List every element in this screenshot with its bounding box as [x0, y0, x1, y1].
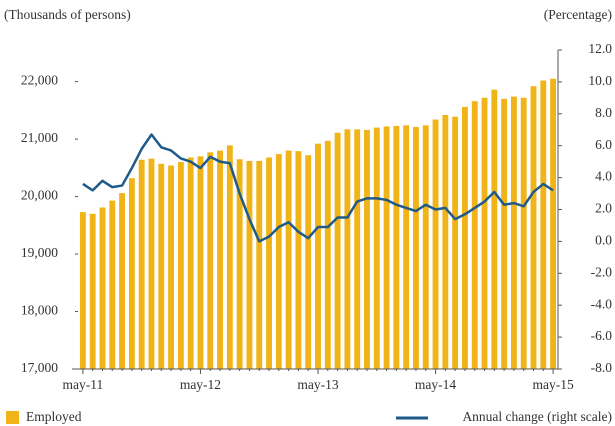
bar [246, 160, 253, 369]
bar [510, 96, 517, 369]
y-tick-label: 20,000 [21, 188, 58, 203]
bar [540, 80, 547, 369]
bar [373, 127, 380, 369]
y2-tick-label: 8.0 [595, 105, 612, 120]
bar [501, 98, 508, 369]
bar [315, 143, 321, 369]
bar [550, 78, 557, 369]
bar [275, 154, 282, 369]
bar [207, 152, 214, 369]
bar [99, 207, 106, 369]
legend-label: Annual change (right scale) [462, 409, 612, 424]
bar [119, 193, 126, 369]
bar [187, 157, 194, 369]
bar [236, 159, 243, 369]
bar [442, 114, 449, 369]
y-tick-label: 22,000 [21, 73, 58, 88]
x-tick-label: may-11 [63, 377, 104, 392]
bar [481, 97, 488, 370]
bar [354, 129, 361, 369]
y2-tick-label: 6.0 [595, 137, 612, 152]
bar [226, 145, 233, 369]
y2-tick-label: 2.0 [595, 201, 612, 216]
bar [530, 86, 537, 369]
bar [89, 213, 96, 369]
bar [217, 150, 223, 369]
bar [79, 212, 86, 369]
y-tick-label: 21,000 [21, 130, 58, 145]
bar [256, 160, 263, 369]
y-tick-label: 19,000 [21, 245, 58, 260]
bar [197, 156, 204, 369]
bar [491, 89, 498, 370]
bar [344, 129, 351, 369]
bar [158, 163, 165, 369]
bar [462, 106, 468, 369]
y-tick-label: 18,000 [21, 303, 58, 318]
bar [128, 178, 135, 369]
y2-tick-label: 0.0 [595, 232, 612, 247]
y2-tick-label: 10.0 [588, 73, 612, 88]
y2-tick-label: -2.0 [591, 264, 613, 279]
bar [305, 155, 312, 369]
bar [452, 116, 459, 369]
x-tick-label: may-12 [180, 377, 221, 392]
x-tick-label: may-15 [532, 377, 573, 392]
y2-tick-label: -8.0 [591, 360, 613, 375]
bar [168, 165, 174, 369]
bar [403, 125, 410, 369]
bar [295, 151, 302, 369]
x-tick-label: may-13 [297, 377, 338, 392]
bar [471, 101, 478, 369]
y-tick-label: 17,000 [21, 360, 58, 375]
bar [285, 150, 292, 369]
bar [383, 126, 390, 370]
bar [364, 129, 370, 369]
y2-tick-label: 12.0 [588, 41, 612, 56]
y2-tick-label: -6.0 [591, 328, 613, 343]
bar [334, 132, 341, 369]
bar [413, 127, 419, 369]
bar [520, 97, 527, 370]
line [82, 133, 554, 243]
bar [432, 119, 439, 369]
bar [109, 200, 116, 369]
bar [422, 125, 429, 369]
y2-axis-label: (Percentage) [544, 7, 612, 22]
bar [148, 158, 155, 369]
y2-tick-label: -4.0 [591, 296, 613, 311]
bar [324, 140, 331, 369]
y-axis-label: (Thousands of persons) [4, 7, 131, 22]
legend-label: Employed [26, 409, 82, 424]
x-tick-label: may-14 [415, 377, 456, 392]
y2-tick-label: 4.0 [595, 169, 612, 184]
legend-swatch [6, 411, 19, 424]
bar [138, 159, 145, 369]
bar [177, 162, 184, 369]
bar [266, 157, 272, 369]
bar [393, 125, 400, 369]
